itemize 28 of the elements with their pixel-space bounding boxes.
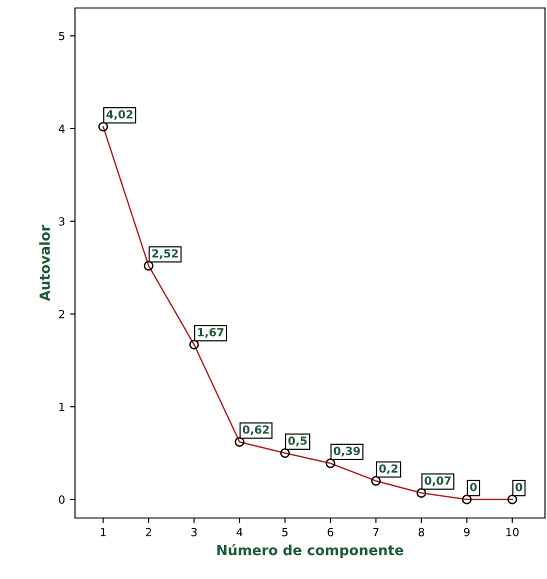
x-tick-label: 3 [191,528,197,536]
y-tick-label: 4 [58,124,65,133]
x-tick-label: 6 [328,528,334,536]
data-label: 0 [516,482,522,492]
y-tick-label: 2 [59,310,64,318]
x-axis-title: Número de componente [217,544,404,558]
data-label: 0 [470,482,477,492]
data-label: 0,39 [334,446,360,457]
data-label: 4,02 [106,110,132,120]
x-tick-label: 8 [418,528,424,536]
data-label: 0,62 [242,425,269,436]
y-tick-label: 5 [59,32,64,40]
data-label: 0,2 [379,464,398,474]
x-tick-label: 4 [236,528,242,536]
x-tick-label: 7 [373,528,378,536]
data-label: 0,07 [424,476,451,486]
x-tick-label: 9 [464,528,470,536]
y-tick-label: 1 [59,402,64,411]
y-tick-label: 0 [58,495,65,504]
data-label: 2,52 [152,249,178,260]
x-tick-label: 2 [146,528,152,536]
x-tick-label: 5 [282,528,288,536]
y-tick-label: 3 [59,217,64,226]
y-axis-title: Autovalor [39,224,50,302]
x-tick-label: 10 [506,528,519,536]
data-label: 0,5 [288,436,307,446]
data-label: 1,67 [198,328,224,338]
x-tick-label: 1 [100,528,106,536]
